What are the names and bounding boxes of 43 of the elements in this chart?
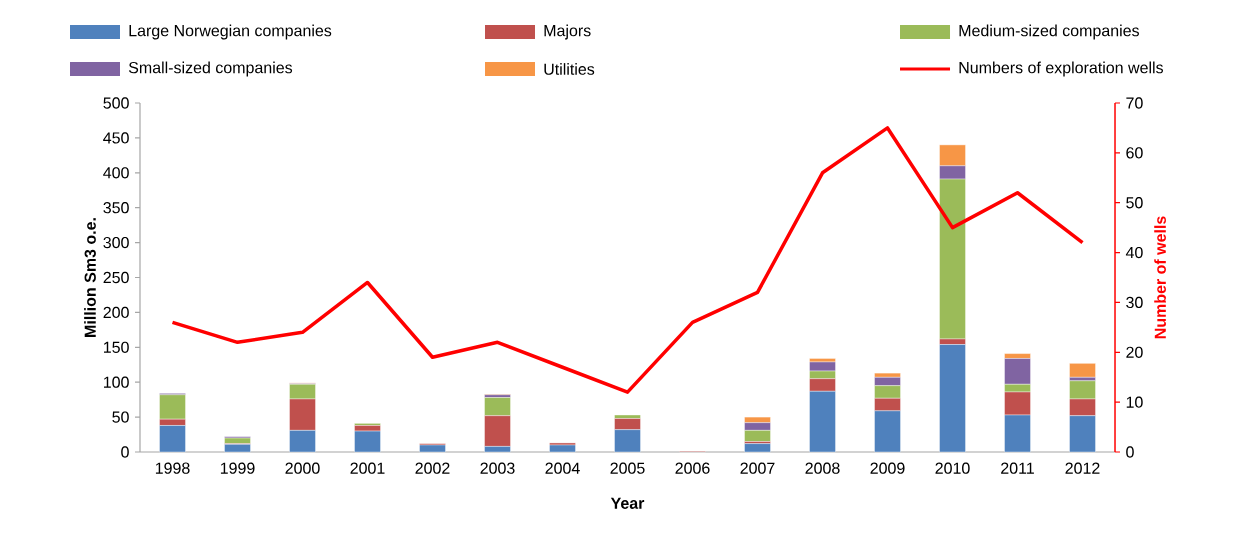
y2-tick-label: 50 [1126, 197, 1143, 209]
legend-label: Large Norwegian companies [129, 24, 332, 40]
x-tick-label: 1998 [155, 462, 190, 474]
legend-label: Utilities [544, 63, 595, 75]
y-tick-label: 50 [112, 411, 129, 423]
y-tick-label: 150 [104, 341, 129, 353]
y-tick-label: 0 [121, 446, 129, 458]
legend-label: Medium-sized companies [959, 24, 1139, 40]
y-tick-label: 400 [103, 167, 129, 179]
x-tick-label: 2002 [415, 462, 450, 474]
x-tick-label: 2012 [1065, 462, 1100, 474]
x-tick-label: 2001 [350, 462, 385, 474]
x-tick-label: 2003 [480, 462, 515, 474]
legend-label: Numbers of exploration wells [959, 61, 1164, 77]
y-tick-label: 300 [103, 236, 129, 249]
x-axis-title: Year [610, 497, 645, 509]
x-tick-label: 2005 [610, 462, 645, 474]
x-tick-label: 2010 [935, 462, 970, 474]
y-tick-label: 100 [104, 376, 129, 388]
x-tick-label: 2008 [805, 462, 840, 474]
x-tick-label: 2004 [545, 462, 580, 474]
y-tick-label: 250 [103, 271, 129, 284]
y-tick-label: 450 [103, 132, 129, 144]
y-axis-title: Million Sm3 o.e. [84, 218, 96, 337]
y2-tick-label: 60 [1126, 147, 1143, 159]
y2-tick-label: 10 [1126, 396, 1143, 408]
y2-tick-label: 70 [1126, 97, 1143, 109]
x-tick-label: 2007 [740, 462, 775, 474]
y2-tick-label: 20 [1126, 346, 1143, 358]
y2-tick-label: 0 [1126, 446, 1134, 458]
y2-tick-label: 40 [1125, 246, 1143, 259]
x-tick-label: 2009 [870, 462, 905, 474]
y-tick-label: 350 [103, 202, 129, 214]
x-tick-label: 2011 [1001, 462, 1034, 474]
legend-label: Majors [544, 24, 591, 40]
x-tick-label: 2000 [285, 462, 320, 474]
x-tick-label: 1999 [220, 462, 255, 474]
y2-axis-title: Number of wells [1154, 216, 1166, 339]
y-tick-label: 500 [103, 97, 129, 109]
y-tick-label: 200 [103, 306, 129, 319]
legend-label: Small-sized companies [128, 61, 293, 77]
y2-tick-label: 30 [1126, 296, 1143, 309]
x-tick-label: 2006 [675, 462, 710, 474]
